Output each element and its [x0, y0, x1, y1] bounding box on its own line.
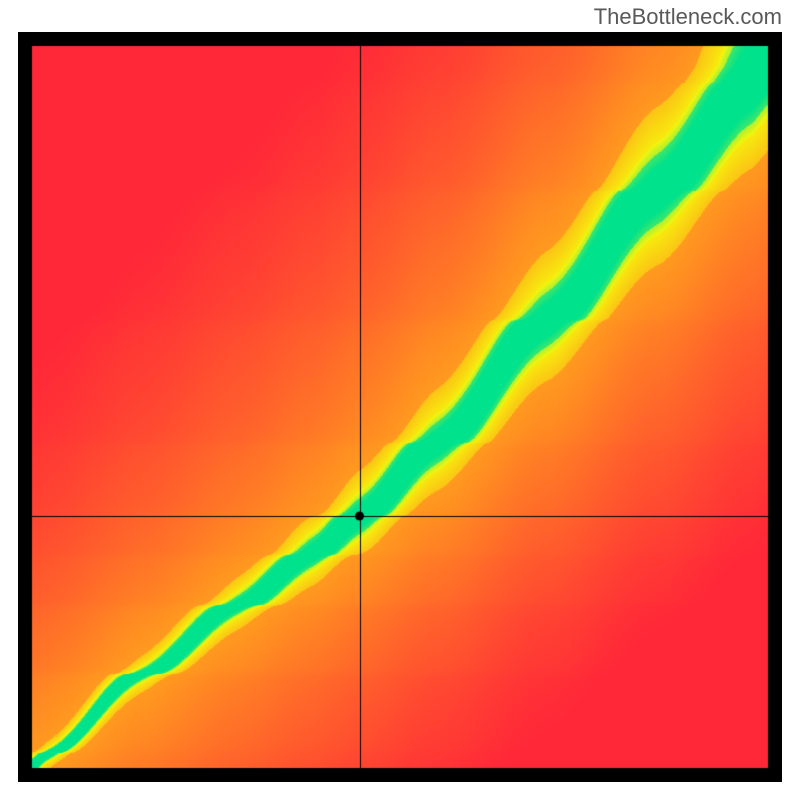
chart-container: TheBottleneck.com — [0, 0, 800, 800]
heatmap-canvas — [18, 32, 782, 782]
plot-area — [18, 32, 782, 782]
watermark-text: TheBottleneck.com — [594, 4, 782, 30]
